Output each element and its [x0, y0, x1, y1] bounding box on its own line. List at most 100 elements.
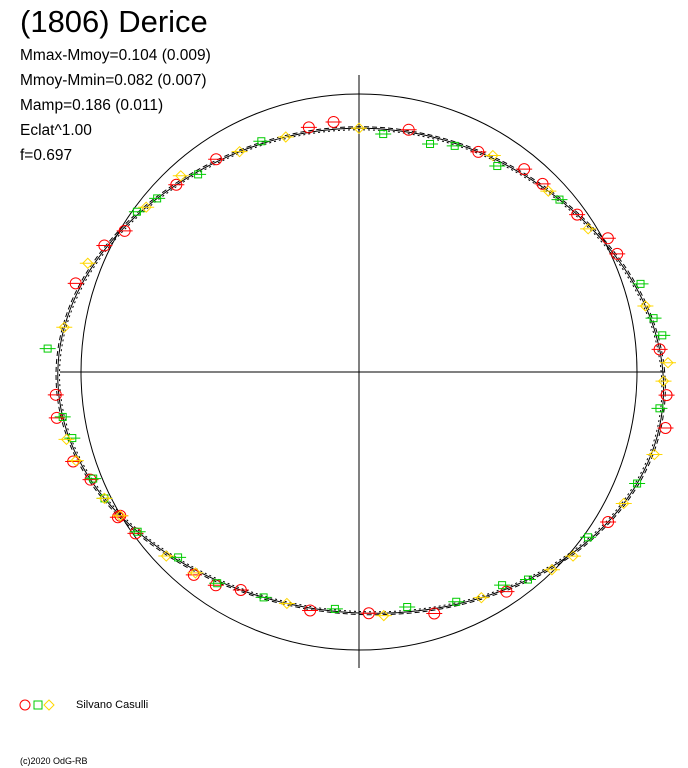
square-point-24 [153, 194, 162, 203]
reference-circle [80, 93, 638, 651]
circle-point-1 [327, 115, 340, 128]
diamond-point-23 [140, 201, 152, 213]
square-point-22 [133, 527, 142, 536]
stat-eclat: Eclat^1.00 [20, 122, 92, 139]
square-point-8 [655, 404, 664, 413]
circle-point-15 [362, 607, 375, 620]
diamond-point-24 [175, 170, 187, 182]
square-point-19 [43, 344, 52, 353]
square-point-4 [555, 195, 564, 204]
diamond-point-22 [82, 257, 94, 269]
legend-circle-symbol [19, 699, 31, 711]
square-point-28 [493, 162, 502, 171]
legend: Silvano Casulli [18, 697, 148, 713]
square-point-11 [523, 575, 532, 584]
diamond-point-13 [378, 609, 390, 622]
circle-point-10 [660, 389, 673, 402]
stat-f: f=0.697 [20, 147, 73, 164]
diamond-point-25 [546, 564, 558, 576]
circle-point-13 [500, 585, 513, 598]
circle-point-27 [118, 224, 131, 237]
square-point-26 [132, 207, 141, 216]
legend-square-symbol [33, 700, 43, 710]
square-point-1 [379, 130, 388, 139]
stat-mmoy-mmin: Mmoy-Mmin=0.082 (0.007) [20, 72, 207, 89]
circle-point-30 [170, 178, 183, 191]
diamond-point-7 [662, 357, 674, 369]
diamond-point-11 [567, 550, 579, 562]
diamond-point-4 [542, 185, 555, 197]
circle-point-8 [611, 247, 624, 260]
circle-point-22 [67, 455, 80, 468]
diamond-point-1 [280, 131, 292, 143]
circle-point-7 [601, 232, 614, 245]
legend-observer-name: Silvano Casulli [76, 699, 149, 711]
circle-point-21 [49, 388, 62, 401]
circle-point-6 [571, 208, 584, 221]
diamond-point-5 [582, 223, 594, 235]
fit-curve-0 [57, 127, 665, 614]
circle-point-0 [302, 121, 315, 134]
diamond-point-16 [114, 510, 126, 522]
diamond-point-8 [657, 375, 670, 387]
square-point-3 [450, 141, 459, 150]
circle-point-26 [98, 239, 111, 252]
square-point-14 [330, 604, 339, 613]
diamond-point-2 [353, 122, 365, 134]
stat-mmax-mmoy: Mmax-Mmoy=0.104 (0.009) [20, 47, 211, 64]
square-point-7 [658, 331, 667, 340]
square-point-2 [426, 139, 435, 148]
diamond-point-12 [475, 591, 488, 604]
circle-point-5 [536, 177, 549, 190]
diamond-point-21 [160, 550, 172, 562]
square-point-12 [452, 597, 461, 606]
circle-point-28 [69, 277, 82, 290]
square-point-23 [213, 579, 222, 588]
circle-point-14 [428, 607, 441, 620]
square-point-10 [584, 533, 593, 542]
circle-point-29 [210, 153, 223, 166]
diamond-point-20 [98, 492, 111, 505]
circle-point-16 [304, 604, 317, 617]
fit-curve-1 [55, 126, 666, 616]
circle-point-3 [472, 145, 485, 158]
circle-point-2 [402, 123, 415, 136]
circle-point-11 [659, 422, 672, 435]
legend-symbols [19, 699, 55, 711]
copyright-notice: (c)2020 OdG-RB [20, 756, 88, 766]
diamond-point-3 [487, 149, 499, 162]
square-point-16 [174, 553, 183, 562]
diamond-point-19 [60, 433, 73, 446]
circle-point-4 [518, 163, 531, 176]
square-point-9 [633, 479, 642, 488]
diamond-point-9 [648, 448, 661, 461]
circle-point-20 [50, 411, 63, 424]
diamond-point-0 [233, 145, 246, 158]
diamond-point-10 [618, 497, 630, 510]
fit-curve-2 [58, 129, 663, 613]
square-point-15 [259, 593, 268, 602]
circle-point-31 [234, 583, 247, 596]
diamond-point-17 [70, 454, 82, 467]
circle-point-12 [602, 515, 615, 528]
chart-title: (1806) Derice [20, 4, 208, 39]
circle-point-19 [84, 473, 97, 486]
square-point-27 [498, 581, 507, 590]
circle-point-9 [653, 343, 666, 356]
stats-block: Mmax-Mmoy=0.104 (0.009) Mmoy-Mmin=0.082 … [20, 43, 211, 168]
legend-diamond-symbol [43, 699, 55, 711]
square-point-21 [89, 474, 98, 483]
square-point-18 [68, 434, 77, 443]
diamond-point-18 [58, 321, 70, 334]
square-point-13 [403, 603, 412, 612]
square-point-20 [58, 412, 67, 421]
diamond-point-15 [189, 567, 202, 579]
square-point-6 [649, 314, 658, 323]
diamond-point-14 [281, 597, 293, 610]
square-point-0 [257, 137, 266, 146]
diamond-point-6 [639, 300, 652, 312]
stat-mamp: Mamp=0.186 (0.011) [20, 97, 164, 114]
square-point-25 [194, 170, 203, 179]
square-point-5 [636, 279, 645, 288]
